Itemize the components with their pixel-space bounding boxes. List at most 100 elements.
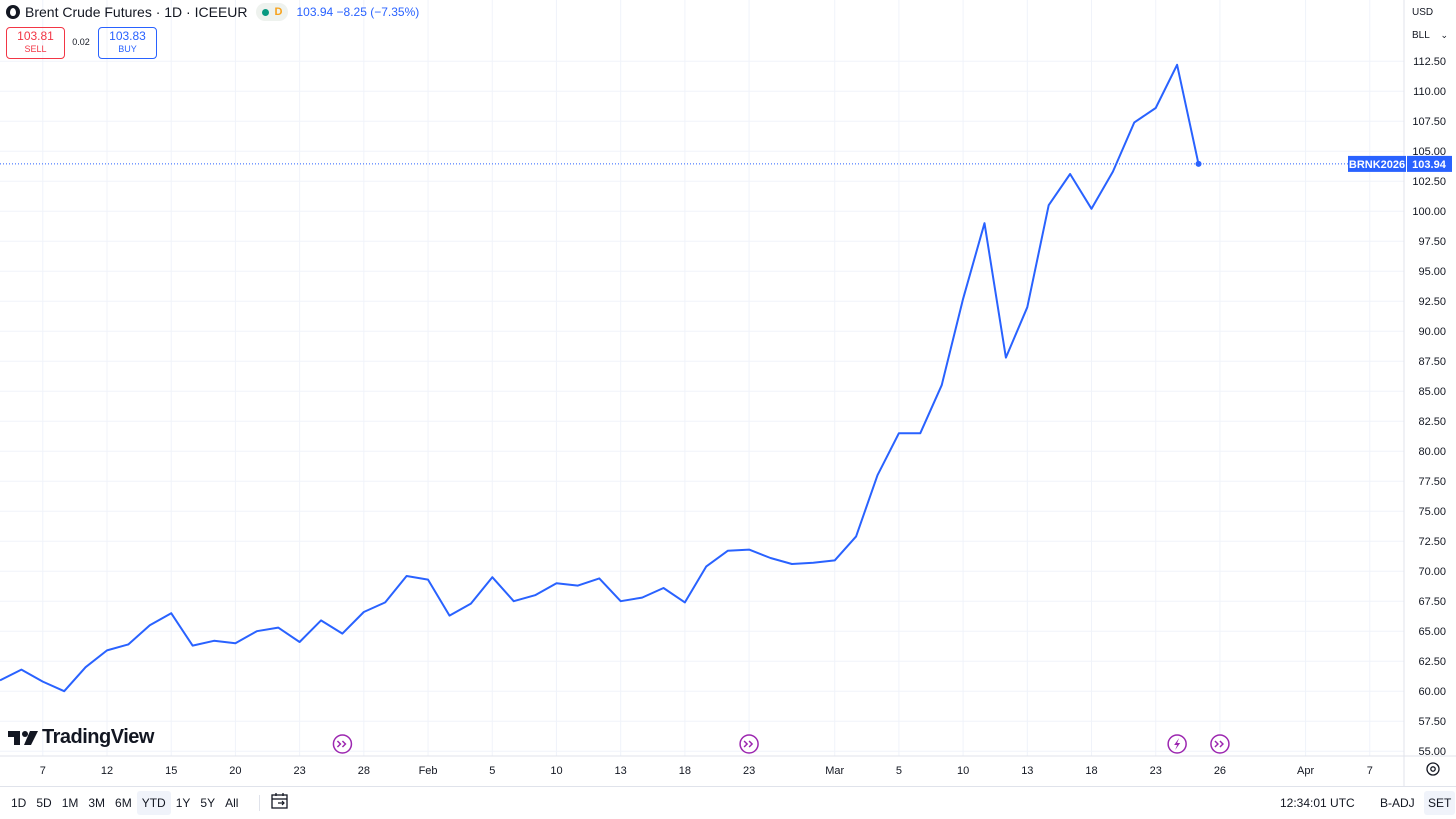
flash-event-icon[interactable] (1167, 734, 1187, 754)
tag-symbol: BRNK2026 (1349, 159, 1405, 171)
header-last-price: 103.94 (296, 5, 334, 19)
time-tick-label: Mar (825, 765, 844, 777)
go-to-date-calendar-icon[interactable] (270, 792, 290, 810)
settings-gear-icon[interactable] (1424, 760, 1442, 778)
range-6m[interactable]: 6M (115, 796, 132, 810)
price-tick-label: 67.50 (1418, 596, 1446, 608)
time-tick-label: 18 (1085, 765, 1097, 777)
back-adjust-toggle[interactable]: B-ADJ (1380, 796, 1415, 810)
tag-value: 103.94 (1412, 159, 1447, 171)
sell-label: SELL (24, 44, 47, 54)
price-tick-label: 70.00 (1418, 566, 1446, 578)
price-series-line (0, 63, 1200, 693)
time-tick-label: 18 (679, 765, 691, 777)
price-axis[interactable]: 55.00 57.50 60.00 62.50 65.00 67.50 70.00 72.50… (1403, 0, 1446, 786)
price-tick-label: 107.50 (1412, 116, 1446, 128)
time-tick-label: 23 (1150, 765, 1162, 777)
range-ytd[interactable]: YTD (136, 791, 171, 815)
time-tick-label: 13 (615, 765, 627, 777)
event-markers[interactable] (332, 734, 1230, 754)
price-tick-label: 55.00 (1418, 746, 1446, 758)
contract-roll-icon[interactable] (739, 734, 759, 754)
session-toggle[interactable]: SET (1424, 791, 1456, 815)
buy-button[interactable]: 103.83 BUY (98, 27, 157, 59)
buy-label: BUY (118, 44, 137, 54)
chevron-down-icon: ⌄ (1440, 29, 1448, 40)
price-tick-label: 72.50 (1418, 536, 1446, 548)
price-tick-label: 102.50 (1412, 176, 1446, 188)
time-tick-label: 10 (957, 765, 969, 777)
symbol-title: Brent Crude Futures · 1D · ICEEUR (25, 4, 248, 20)
range-5y[interactable]: 5Y (200, 796, 216, 810)
buy-price: 103.83 (109, 29, 146, 43)
price-tick-label: 92.50 (1418, 296, 1446, 308)
header-price: 103.94 −8.25 (−7.35%) (296, 5, 419, 19)
header-change: −8.25 (−7.35%) (336, 5, 420, 19)
price-tick-label: 57.50 (1418, 716, 1446, 728)
range-5d[interactable]: 5D (36, 796, 52, 810)
spread-value: 0.02 (72, 37, 90, 47)
time-tick-label: 15 (165, 765, 177, 777)
watermark-text: TradingView (42, 726, 154, 748)
currency-select[interactable]: USD (1408, 2, 1452, 22)
price-tick-label: 97.50 (1418, 236, 1446, 248)
toolbar-divider (259, 795, 260, 811)
time-axis[interactable]: 2671215202328Feb510131823Mar51013182326A… (0, 755, 1456, 777)
sell-price: 103.81 (17, 29, 54, 43)
price-tick-label: 110.00 (1413, 86, 1446, 98)
price-tick-label: 87.50 (1418, 356, 1446, 368)
time-tick-label: 26 (1214, 765, 1226, 777)
time-tick-label: Apr (1297, 765, 1314, 777)
contract-roll-icon[interactable] (1210, 734, 1230, 754)
time-tick-label: 13 (1021, 765, 1033, 777)
last-price-tag: BRNK2026 103.94 (1348, 155, 1452, 172)
time-tick-label: 20 (229, 765, 241, 777)
price-tick-label: 65.00 (1418, 626, 1446, 638)
price-tick-label: 77.50 (1418, 476, 1446, 488)
bottom-toolbar: 1D 5D 1M 3M 6M YTD 1Y 5Y All 12:34:01 UTC B-ADJ … (0, 786, 1456, 819)
delay-badge: D (274, 6, 283, 18)
range-1y[interactable]: 1Y (175, 796, 191, 810)
range-3m[interactable]: 3M (88, 796, 106, 810)
range-all[interactable]: All (225, 796, 239, 810)
price-tick-label: 105.00 (1412, 146, 1446, 158)
contract-roll-icon[interactable] (332, 734, 353, 754)
range-1d[interactable]: 1D (11, 796, 27, 810)
price-tick-label: 90.00 (1418, 326, 1446, 338)
price-tick-label: 85.00 (1418, 386, 1446, 398)
unit-value: BLL (1412, 29, 1430, 41)
range-selector: 1D 5D 1M 3M 6M YTD 1Y 5Y All (6, 791, 243, 815)
chart-grid (0, 0, 1404, 756)
price-tick-label: 112.50 (1413, 56, 1446, 68)
currency-value: USD (1412, 6, 1434, 18)
market-status-pill[interactable]: D (255, 3, 289, 21)
time-tick-label: 5 (489, 765, 495, 777)
time-tick-label: 23 (743, 765, 755, 777)
time-tick-label: Feb (419, 765, 438, 777)
time-tick-label: 28 (358, 765, 370, 777)
sell-button[interactable]: 103.81 SELL (6, 27, 65, 59)
range-1m[interactable]: 1M (61, 796, 79, 810)
utc-clock[interactable]: 12:34:01 UTC (1280, 796, 1355, 810)
time-tick-label: 12 (101, 765, 113, 777)
tradingview-watermark[interactable]: TradingView (8, 726, 154, 749)
price-tick-label: 75.00 (1418, 506, 1446, 518)
time-tick-label: 7 (1367, 765, 1373, 777)
unit-select[interactable]: BLL ⌄ (1408, 25, 1452, 45)
tradingview-logo-icon (8, 730, 38, 745)
market-open-icon (261, 8, 269, 16)
symbol-header[interactable]: Brent Crude Futures · 1D · ICEEUR D 103.… (6, 3, 419, 21)
oil-drop-icon (6, 5, 20, 19)
last-price-dot (1195, 160, 1202, 167)
time-tick-label: 5 (896, 765, 902, 777)
price-tick-label: 80.00 (1418, 446, 1446, 458)
price-tick-label: 95.00 (1418, 266, 1446, 278)
price-tick-label: 62.50 (1418, 656, 1446, 668)
time-tick-label: 7 (40, 765, 46, 777)
time-tick-label: 23 (294, 765, 306, 777)
price-tick-label: 82.50 (1418, 416, 1446, 428)
price-tick-label: 100.00 (1412, 206, 1446, 218)
time-tick-label: 10 (550, 765, 562, 777)
price-tick-label: 60.00 (1418, 686, 1446, 698)
